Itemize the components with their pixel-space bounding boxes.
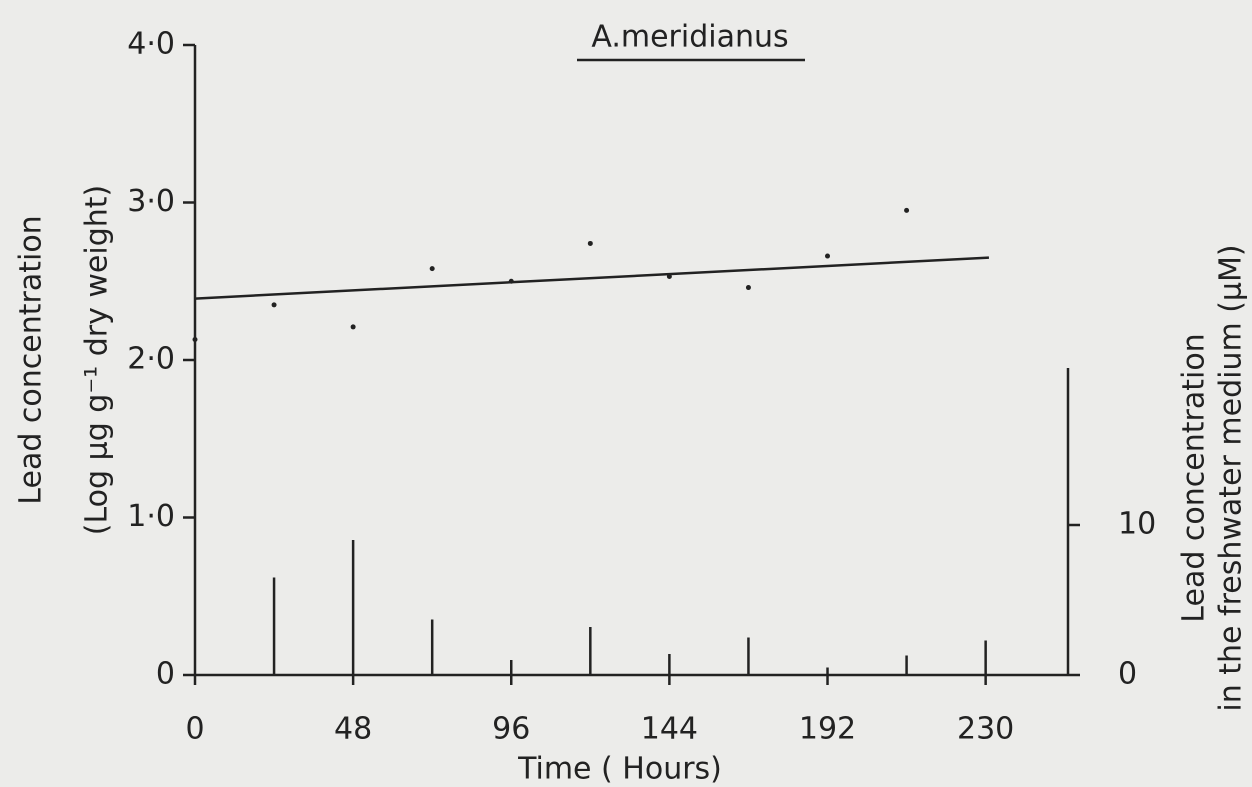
point: [350, 324, 356, 330]
point: [587, 240, 593, 246]
y-tick-label: 3·0: [127, 184, 175, 219]
y2-tick-label: 0: [1118, 657, 1137, 692]
y2-axis-label: in the freshwater medium (µM): [1214, 244, 1249, 711]
point: [429, 266, 435, 272]
point: [904, 207, 910, 213]
y-axis-label: (Log µg g⁻¹ dry weight): [80, 185, 115, 535]
y-tick-label: 2·0: [127, 342, 175, 377]
y2-tick-label: 10: [1118, 507, 1156, 542]
x-tick-label: 0: [185, 712, 204, 747]
y2-axis-label: Lead concentration: [1177, 333, 1212, 622]
point: [825, 253, 831, 259]
point: [745, 285, 751, 291]
x-axis-label: Time ( Hours): [517, 752, 722, 787]
x-tick-label: 96: [492, 712, 530, 747]
trend-line: [194, 256, 990, 300]
point: [508, 278, 514, 284]
x-tick-label: 144: [641, 712, 698, 747]
point: [666, 274, 672, 280]
y-tick-label: 0: [156, 657, 175, 692]
chart-title: A.meridianus: [591, 20, 788, 55]
x-tick-label: 230: [957, 712, 1014, 747]
point: [271, 302, 277, 308]
y-tick-label: 1·0: [127, 499, 175, 534]
x-tick-label: 192: [799, 712, 856, 747]
point: [192, 337, 198, 343]
y-axis-label: Lead concentration: [14, 215, 49, 504]
y-tick-label: 4·0: [127, 27, 175, 62]
x-tick-label: 48: [334, 712, 372, 747]
